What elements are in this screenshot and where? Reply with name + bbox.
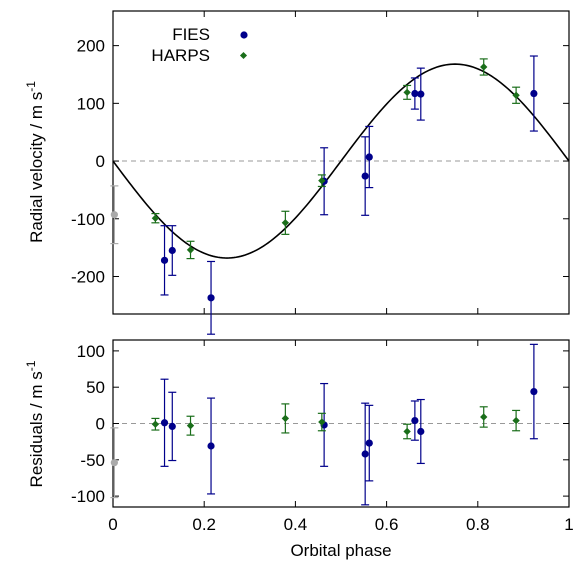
bottom-y-tick-label: 0 (96, 415, 105, 434)
bottom-x-tick-label: 1 (564, 515, 573, 534)
legend-marker-fies (240, 31, 248, 39)
fies-point (168, 422, 176, 431)
harps-point (480, 413, 488, 421)
harps-point (403, 427, 411, 436)
top-y-axis-title: Radial velocity / m s-1 (24, 81, 46, 243)
top-y-tick-label: 0 (96, 152, 105, 171)
harps-point (281, 219, 290, 227)
harps-point (151, 420, 160, 428)
top-plot-frame (112, 10, 570, 315)
legend-marker-harps (239, 51, 248, 60)
bottom-y-axis-title: Residuals / m s-1 (24, 360, 46, 487)
bottom-y-tick-label: -100 (71, 487, 105, 506)
fies-point (411, 416, 419, 425)
top-y-tick-label: 100 (77, 94, 105, 113)
fies-point (530, 89, 538, 98)
fies-point (361, 450, 369, 458)
legend-label-harps: HARPS (151, 46, 210, 65)
harps-point (186, 422, 195, 430)
bottom-y-tick-label: 100 (77, 342, 105, 361)
fies-point (530, 387, 538, 396)
fies-point (417, 90, 425, 98)
fies-point (365, 153, 373, 161)
legend-label-fies: FIES (172, 25, 210, 44)
excluded-point (110, 459, 118, 467)
bottom-y-tick-label: -50 (80, 451, 105, 470)
top-y-tick-label: -200 (71, 267, 105, 286)
harps-point (403, 88, 411, 97)
top-y-tick-label: -100 (71, 210, 105, 229)
harps-point (281, 414, 290, 423)
bottom-x-tick-label: 0.4 (284, 515, 308, 534)
harps-point (318, 418, 326, 426)
bottom-y-tick-label: 50 (86, 378, 105, 397)
legend: FIES HARPS (151, 25, 248, 65)
harps-point (151, 214, 160, 222)
harps-point (512, 416, 520, 425)
x-axis-title: Orbital phase (290, 541, 391, 560)
fies-point (365, 439, 373, 447)
fies-point (207, 294, 215, 302)
bottom-x-tick-label: 0.8 (466, 515, 490, 534)
excluded-point (110, 211, 118, 219)
fies-point (411, 89, 419, 98)
fies-point (160, 256, 169, 264)
harps-point (186, 246, 195, 254)
model-curve (112, 63, 570, 259)
fies-point (361, 172, 369, 180)
bottom-x-tick-label: 0.6 (375, 515, 399, 534)
bottom-x-tick-label: 0 (108, 515, 117, 534)
fies-point (160, 419, 169, 427)
top-y-tick-label: 200 (77, 37, 105, 56)
fies-point (417, 427, 425, 436)
harps-point (480, 63, 488, 71)
harps-point (512, 91, 520, 99)
fies-point (168, 246, 176, 255)
fies-point (207, 442, 215, 450)
bottom-x-tick-label: 0.2 (192, 515, 216, 534)
